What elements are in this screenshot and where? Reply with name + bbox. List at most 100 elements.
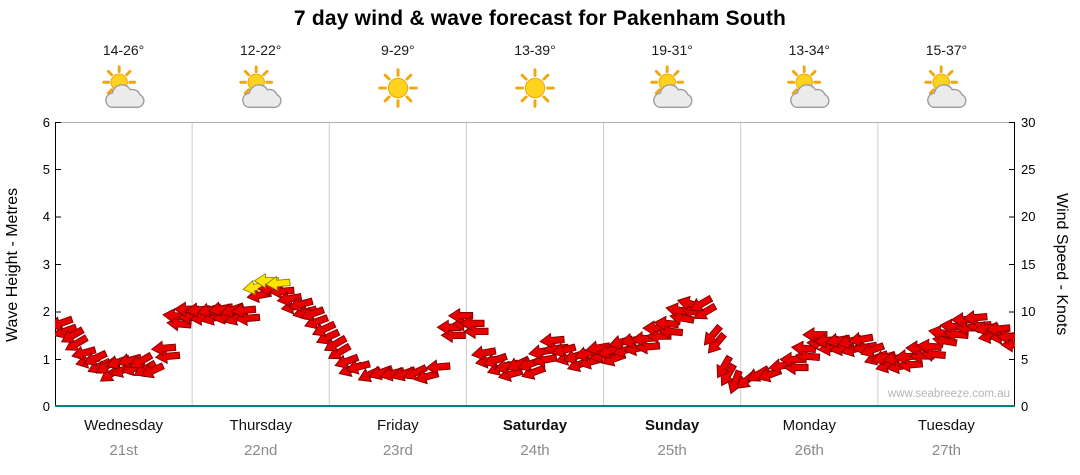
y-axis-tick-label: 6: [42, 114, 50, 130]
cloud-shape: [241, 84, 282, 108]
wind-arrow: [311, 320, 337, 337]
wind-arrow: [689, 294, 714, 312]
wind-arrow: [693, 302, 718, 320]
temperature-row: 14-26° 12-22° 9-29° 13-39° 19-31° 13-34°…: [55, 42, 1015, 58]
y-axis-label-wave-height: Wave Height - Metres: [4, 187, 21, 342]
sun-cloud-icon: [924, 65, 967, 108]
y-axis-tick-label: 3: [42, 256, 50, 272]
sun-ray: [124, 69, 132, 77]
sun-ray: [542, 73, 550, 81]
weather-icon-cell: [192, 62, 329, 116]
day-date-label: 26th: [794, 442, 824, 459]
wind-arrow: [323, 334, 348, 352]
wind-arrow: [140, 362, 165, 379]
wind-arrow: [71, 345, 97, 361]
wind-arrow: [304, 314, 330, 330]
sun-ray: [929, 69, 936, 77]
sun-ray: [261, 69, 269, 77]
sun-ray: [792, 88, 799, 95]
day-date-label: 27th: [931, 442, 962, 459]
sun-cloud-icon: [650, 65, 693, 108]
y-axis-tick-label: 0: [42, 398, 50, 414]
wind-arrow: [860, 342, 886, 358]
sun-ray: [405, 73, 413, 81]
wind-arrow: [447, 307, 474, 324]
weather-icon-cell: [55, 62, 192, 116]
wind-arrow: [300, 306, 326, 322]
wind-arrow: [327, 342, 352, 360]
wind-arrow: [334, 353, 360, 370]
chart-title: 7 day wind & wave forecast for Pakenham …: [293, 7, 787, 30]
y-axis-tick-label: 30: [1021, 114, 1036, 130]
wind-arrow: [64, 334, 89, 351]
wind-arrow: [716, 354, 733, 379]
day-label: Friday: [377, 417, 419, 434]
sun-ray: [520, 95, 528, 103]
wind-arrow: [551, 342, 577, 358]
day-label: Sunday: [645, 417, 700, 434]
weather-icons-row: [55, 62, 1015, 116]
wind-arrow: [539, 332, 565, 349]
sun-ray: [383, 73, 391, 81]
sun-ray: [929, 88, 936, 95]
wind-arrow: [707, 331, 727, 354]
wind-arrow: [703, 323, 723, 346]
day-names-row: Wednesday Thursday Friday Saturday Sunda…: [55, 417, 1015, 434]
wind-arrow: [720, 362, 737, 387]
chart-plot-area: [48, 122, 1026, 407]
sun-icon: [378, 68, 418, 108]
sun-ray: [654, 69, 662, 77]
day-label: Monday: [782, 417, 836, 434]
wind-arrow: [962, 309, 988, 326]
wind-arrow: [315, 328, 341, 345]
wind-arrow: [230, 302, 257, 319]
cloud-shape: [927, 84, 967, 108]
sun-ray: [243, 88, 250, 95]
cloud-shape: [653, 84, 693, 108]
y-axis-tick-label: 25: [1021, 161, 1036, 177]
day-date-label: 22nd: [244, 442, 278, 459]
sun-ray: [106, 69, 113, 77]
day-temp-range: 14-26°: [102, 42, 145, 58]
day-date-label: 23rd: [382, 442, 413, 459]
wind-arrow: [521, 364, 547, 380]
cloud-shape: [104, 84, 145, 108]
day-date-label: 25th: [657, 442, 687, 459]
day-label: Wednesday: [84, 417, 164, 434]
day-date-label: 24th: [520, 442, 550, 459]
sun-cloud-icon: [239, 65, 282, 108]
wind-arrow: [150, 340, 177, 357]
day-dates-row: 21st 22nd 23rd 24th 25th 26th 27th: [55, 442, 1015, 459]
sun-ray: [947, 69, 954, 77]
weather-icon-cell: [466, 62, 603, 116]
y-axis-tick-label: 20: [1021, 209, 1036, 224]
y-axis-tick-label: 5: [42, 161, 50, 177]
wind-arrow: [470, 345, 497, 361]
sun-ray: [810, 69, 817, 77]
wind-arrow: [403, 364, 428, 381]
sun-ray: [542, 95, 550, 103]
wind-arrow: [802, 326, 828, 343]
sun-ray: [405, 95, 413, 103]
cloud-shape: [790, 84, 830, 108]
wind-arrow: [288, 296, 314, 312]
sun-ray: [520, 73, 528, 81]
wind-arrow: [60, 326, 85, 343]
day-temp-range: 12-22°: [240, 42, 282, 58]
sun-disc: [524, 77, 546, 99]
day-temp-range: 19-31°: [651, 42, 693, 58]
weather-icon-cell: [878, 62, 1015, 116]
day-label: Tuesday: [917, 417, 975, 434]
wind-arrow: [129, 351, 154, 369]
wind-arrow: [482, 352, 508, 368]
weather-icon-cell: [604, 62, 741, 116]
day-label: Saturday: [502, 417, 568, 434]
sun-ray: [106, 88, 113, 95]
day-label: Thursday: [229, 417, 292, 434]
sun-ray: [673, 69, 680, 77]
sun-ray: [654, 88, 662, 95]
sun-icon: [515, 68, 555, 108]
wind-arrow: [459, 315, 485, 332]
sun-ray: [792, 69, 799, 77]
day-temp-range: 13-39°: [514, 42, 556, 58]
